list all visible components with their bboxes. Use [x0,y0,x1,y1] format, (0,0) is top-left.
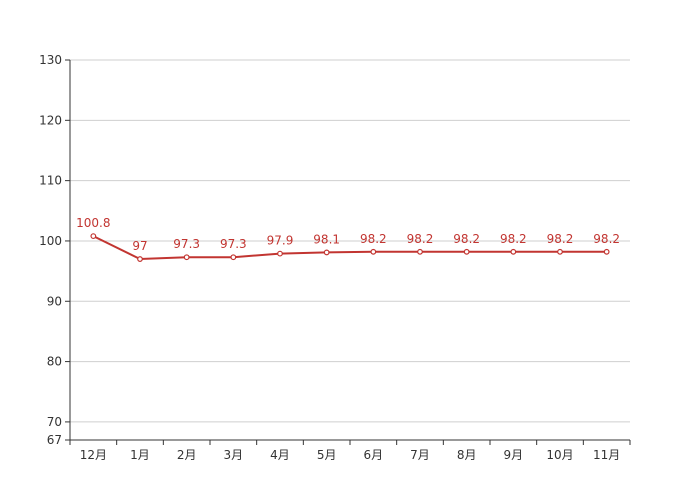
grid-layer [70,59,630,423]
x-axis-tick-label-8: 8月 [457,448,477,462]
x-axis-tick-label-7: 7月 [410,448,430,462]
x-axis-tick-label-9: 9月 [504,448,524,462]
data-label-0-6: 98.2 [360,232,387,246]
x-axis-tick-label-11: 11月 [593,448,620,462]
data-point-0-0 [90,233,97,240]
y-axis-tick-label-0: 67 [47,433,62,447]
x-axis-tick-label-2: 2月 [177,448,197,462]
data-label-0-5: 98.1 [313,232,340,246]
data-point-0-3 [230,254,237,261]
data-point-0-9 [510,248,517,255]
series-layer [90,233,610,262]
data-label-0-9: 98.2 [500,232,527,246]
data-label-0-0: 100.8 [76,216,110,230]
data-label-0-7: 98.2 [407,232,434,246]
data-label-0-4: 97.9 [267,234,294,248]
x-axis-tick-label-1: 1月 [130,448,150,462]
y-axis-tick-label-1: 70 [47,415,62,429]
data-point-0-10 [557,248,563,255]
y-axis-tick-label-2: 80 [47,355,62,369]
data-label-0-11: 98.2 [593,232,620,246]
x-axis-tick-label-3: 3月 [224,448,244,462]
x-axis-tick-label-5: 5月 [317,448,337,462]
data-point-0-8 [463,248,470,255]
data-label-0-1: 97 [132,239,147,253]
label-layer: 100.8 97 97.3 97.3 97.9 98.1 98.2 98.2 98.2 98.2 9… [76,216,620,253]
data-point-0-2 [183,254,190,261]
data-point-0-6 [370,248,377,255]
x-axis-tick-label-4: 4月 [270,448,290,462]
series-line-0 [92,235,607,261]
y-axis-tick-label-5: 110 [39,174,62,188]
y-axis-tick-label-4: 100 [39,234,62,248]
x-axis-tick-label-10: 10月 [546,448,573,462]
data-label-0-10: 98.2 [547,232,574,246]
data-point-0-7 [417,248,423,255]
data-label-0-8: 98.2 [453,232,480,246]
data-point-0-11 [603,248,610,255]
data-point-0-5 [323,249,330,256]
y-axis-tick-label-6: 120 [39,113,62,127]
axis-layer: 67 70 80 90 100 110 120 130 12月 1月 2月 3月 4月 5月 6月 7月 8月 9… [39,53,631,462]
x-axis-tick-label-0: 12月 [80,448,107,462]
data-point-0-1 [137,256,143,262]
y-axis-tick-label-7: 130 [39,53,62,67]
x-axis-tick-label-6: 6月 [364,448,384,462]
data-label-0-3: 97.3 [220,237,247,251]
data-point-0-4 [277,250,283,257]
y-axis-tick-label-3: 90 [47,294,62,308]
data-label-0-2: 97.3 [173,237,200,251]
